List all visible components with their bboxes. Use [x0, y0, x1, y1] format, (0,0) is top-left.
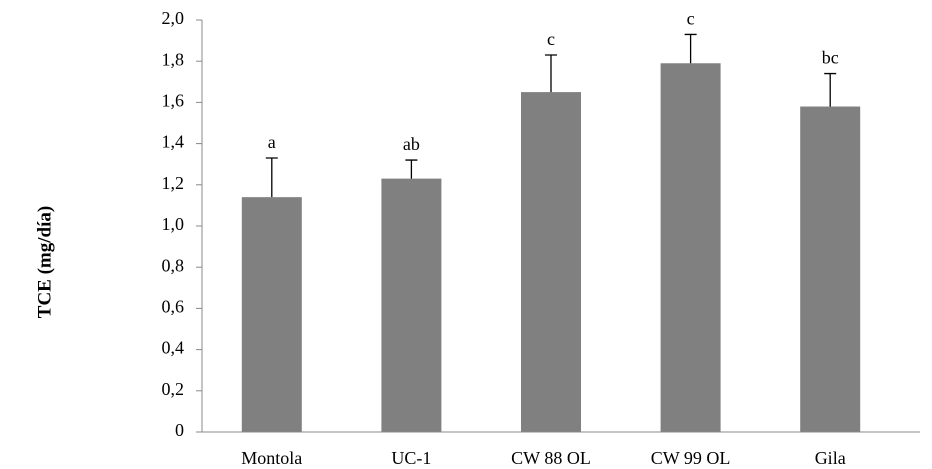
- y-tick-label: 1,4: [162, 132, 185, 152]
- error-bar: [265, 157, 278, 198]
- error-bar: [824, 72, 837, 107]
- y-tick-label: 1,2: [162, 173, 185, 193]
- annotation: c: [687, 9, 695, 29]
- error-bar: [684, 33, 697, 64]
- annotation: a: [268, 132, 276, 152]
- y-axis-label: TCE (mg/día): [34, 206, 55, 318]
- bar: [660, 63, 721, 432]
- bar: [241, 197, 302, 432]
- y-tick-label: 0,4: [162, 338, 185, 358]
- y-tick-label: 1,0: [162, 214, 185, 234]
- annotation: bc: [822, 48, 839, 68]
- bar: [381, 178, 442, 432]
- x-tick-label: UC-1: [391, 448, 431, 468]
- x-tick-label: Montola: [241, 448, 302, 468]
- bar: [800, 106, 861, 433]
- x-tick-label: Gila: [815, 448, 846, 468]
- x-tick-label: CW 88 OL: [511, 448, 591, 468]
- error-bar: [405, 159, 418, 179]
- bar: [521, 92, 581, 432]
- annotation: ab: [403, 134, 420, 154]
- y-tick-label: 2,0: [162, 8, 185, 28]
- y-tick-label: 0,2: [162, 379, 185, 399]
- y-tick-label: 0: [175, 420, 184, 440]
- y-tick-label: 0,8: [162, 255, 185, 275]
- annotation: c: [547, 29, 555, 49]
- y-tick-label: 1,6: [162, 91, 185, 111]
- error-bar: [545, 54, 557, 93]
- y-tick-label: 0,6: [162, 297, 185, 317]
- x-tick-label: CW 99 OL: [651, 448, 731, 468]
- y-tick-label: 1,8: [162, 49, 185, 69]
